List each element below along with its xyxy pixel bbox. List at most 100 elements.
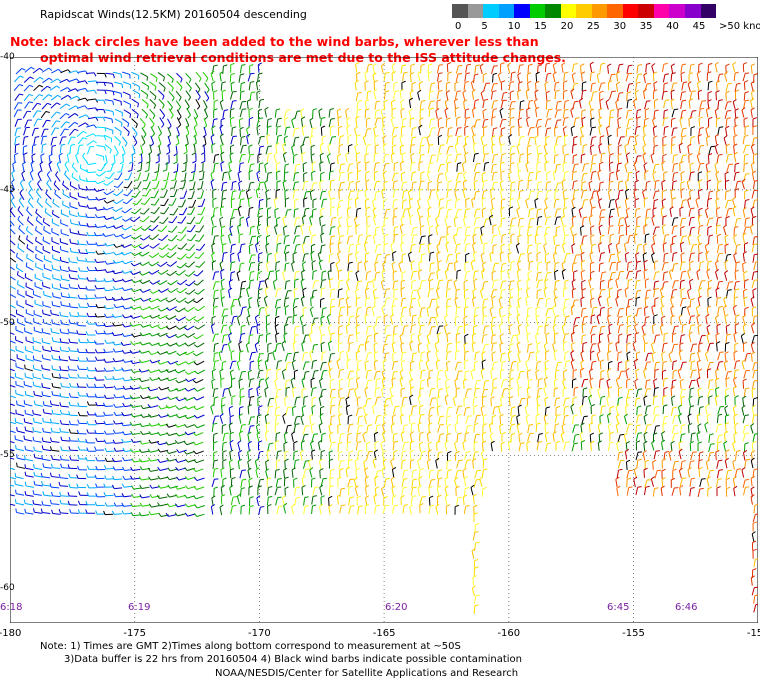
wind-barb-flag [385,81,390,84]
wind-barb-staff [60,94,69,100]
wind-barb-flag [742,261,747,265]
wind-barb-staff [168,297,177,303]
wind-barb-staff [26,238,34,245]
wind-barb-flag [463,143,468,147]
wind-barb-flag [10,188,14,192]
wind-barb-staff [87,80,96,83]
wind-barb-flag [689,260,694,264]
wind-barb-flag [373,233,377,237]
wind-barb-staff [497,227,501,236]
wind-barb-staff [517,281,520,290]
wind-barb-staff [581,236,584,245]
wind-barb-flag [733,234,738,238]
wind-barb-staff [134,279,143,284]
wind-barb-flag [593,91,598,93]
wind-barb-flag [453,233,457,237]
wind-barb-staff [161,288,169,293]
wind-barb-flag [690,171,695,174]
wind-barb-staff [347,191,351,200]
wind-barb-flag [69,247,72,252]
wind-barb-staff [516,316,520,325]
wind-barb-flag [719,126,724,128]
wind-barb-flag [473,251,478,255]
wind-barb-flag [186,222,191,225]
wind-barb-flag [365,252,370,255]
wind-barb-staff [327,326,331,335]
wind-barb-staff [535,317,539,326]
wind-barb-flag [664,117,669,119]
wind-barb-flag [223,64,228,67]
wind-barb-staff [688,316,692,325]
wind-barb-flag [337,224,342,228]
wind-barb-staff [705,109,709,118]
wind-barb-flag [21,68,26,71]
wind-barb-staff [416,209,421,218]
wind-barb-flag [214,289,219,292]
wind-barb-staff [607,280,610,289]
wind-barb-staff [436,65,440,74]
wind-barb-flag [250,270,255,273]
wind-barb-flag [366,215,371,219]
wind-barb-flag [348,235,354,237]
wind-barb-flag [544,161,549,164]
wind-barb-flag [171,179,176,182]
legend-label: 20 [560,21,574,32]
wind-barb-flag [170,114,174,119]
wind-barb-staff [517,163,519,172]
wind-barb-staff [106,199,115,204]
wind-barb-flag [429,107,434,110]
wind-barb-flag [68,274,71,279]
wind-barb-flag [634,198,640,201]
wind-barb-flag [302,215,307,218]
wind-barb-staff [346,218,349,227]
wind-barb-flag [136,169,141,172]
wind-barb-flag [538,152,543,155]
wind-barb-flag [102,250,106,255]
wind-barb-staff [381,307,385,316]
wind-barb-flag [697,80,701,84]
wind-barb-staff [292,182,296,191]
wind-barb-flag [697,295,702,299]
wind-barb-staff [176,109,182,117]
wind-barb-flag [484,98,489,101]
wind-barb-flag [624,162,629,166]
wind-barb-flag [12,161,17,165]
wind-barb-flag [111,118,114,123]
wind-barb-staff [347,164,350,173]
wind-barb-flag [163,87,166,92]
wind-barb-staff [456,163,458,172]
wind-barb-staff [179,287,187,294]
wind-barb-staff [571,200,575,209]
wind-barb-staff [608,154,611,163]
wind-barb-staff [240,83,242,92]
wind-barb-flag [538,215,543,218]
wind-barb-flag [572,143,577,146]
wind-barb-staff [725,128,728,137]
wind-barb-flag [635,225,641,228]
wind-barb-flag [284,305,289,308]
wind-barb-flag [517,279,522,283]
wind-barb-staff [237,208,241,217]
wind-barb-flag [250,225,255,228]
wind-barb-flag [473,179,478,183]
wind-barb-flag [303,171,308,175]
wind-barb-flag [329,253,334,256]
wind-barb-flag [717,233,722,237]
wind-barb-staff [146,181,151,190]
wind-barb-staff [10,285,16,290]
wind-barb-staff [302,254,306,263]
wind-barb-flag [664,125,669,128]
wind-barb-flag [94,294,97,299]
wind-barb-staff [356,110,358,119]
wind-barb-staff [562,110,566,119]
wind-barb-flag [179,86,183,91]
wind-barb-flag [466,270,471,273]
wind-barb-flag [590,71,595,74]
legend-label: 30 [613,21,627,32]
wind-barb-flag [652,117,656,121]
wind-barb-flag [260,98,265,101]
wind-barb-staff [418,181,422,190]
wind-barb-flag [436,269,441,272]
wind-barb-staff [292,190,295,199]
wind-barb-staff [294,226,297,235]
